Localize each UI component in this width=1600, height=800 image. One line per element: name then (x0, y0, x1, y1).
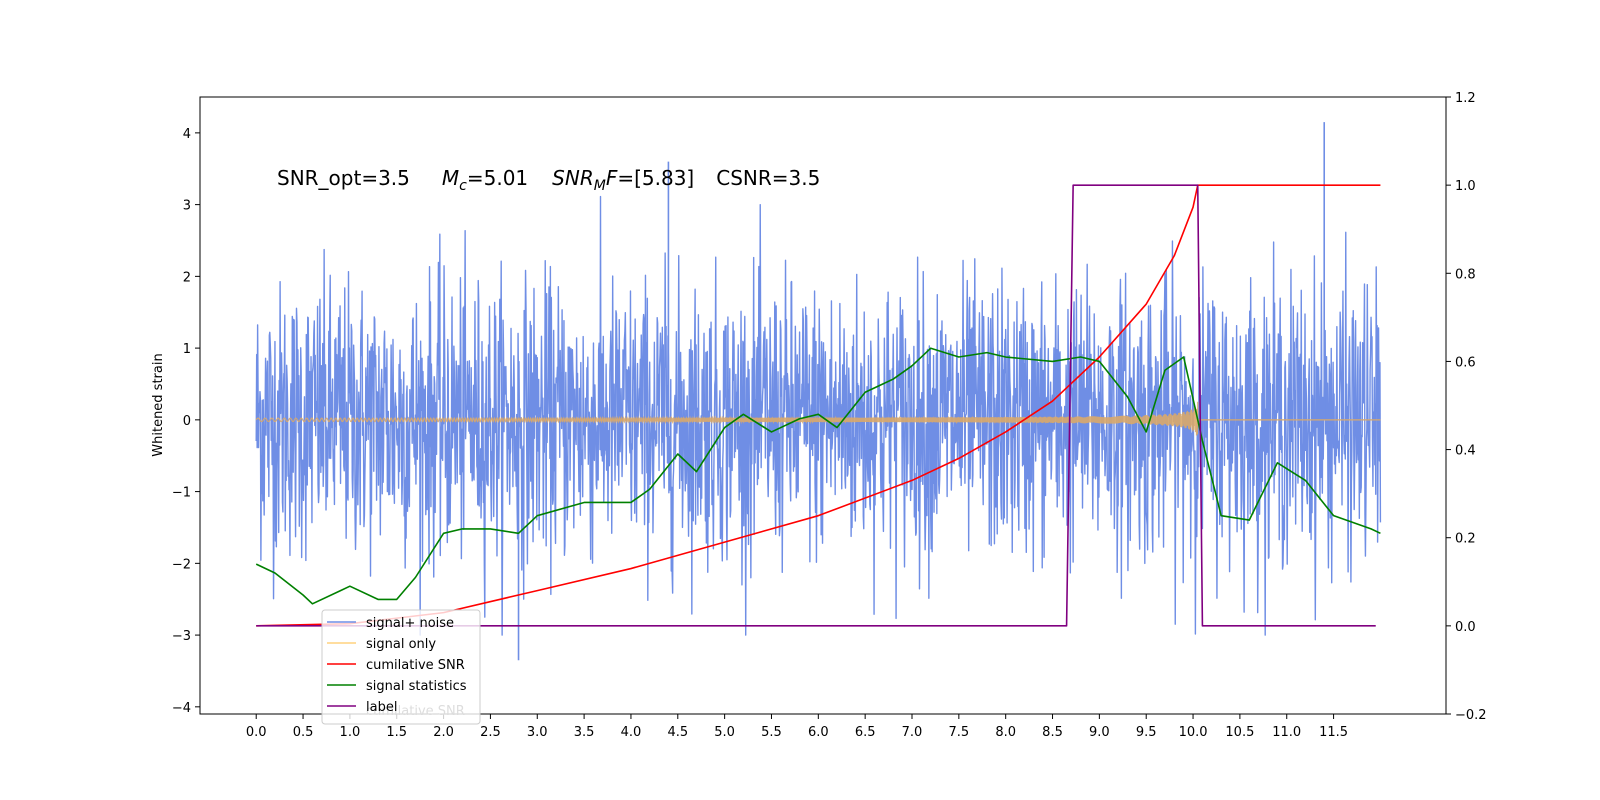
y-right-tick-label: 0.0 (1455, 620, 1476, 635)
annotation-segment: =5.01 (467, 166, 528, 190)
legend-label: label (366, 700, 397, 715)
y-left-tick-label: 1 (183, 342, 191, 357)
y-axis-left: 4 3 2 1 0 −1 −2 −3 −4 (172, 127, 200, 716)
x-tick-label: 3.5 (574, 725, 595, 740)
x-tick-label: 9.5 (1136, 725, 1157, 740)
x-tick-label: 0.0 (246, 725, 267, 740)
y-right-tick-label: 0.2 (1455, 532, 1476, 547)
x-tick-label: 10.0 (1179, 725, 1208, 740)
annotation-text: SNR_opt=3.5 Mc=5.01 SNRMF=[5.83] CSNR=3.5 (277, 166, 820, 194)
x-tick-label: 6.0 (808, 725, 829, 740)
annotation-segment: c (459, 178, 467, 194)
x-tick-label: 7.0 (902, 725, 923, 740)
y-right-tick-label: 1.2 (1455, 91, 1476, 106)
y-left-tick-label: −3 (172, 629, 191, 644)
legend-label: signal+ noise (366, 616, 454, 631)
y-left-tick-label: −2 (172, 557, 191, 572)
x-tick-label: 4.0 (621, 725, 642, 740)
x-tick-label: 3.0 (527, 725, 548, 740)
x-tick-label: 9.0 (1089, 725, 1110, 740)
y-right-tick-label: 0.6 (1455, 355, 1476, 370)
series-signal-only-line (255, 401, 1199, 436)
y-left-tick-label: −1 (172, 486, 191, 501)
y-left-tick-label: 3 (183, 199, 191, 214)
x-tick-label: 10.5 (1225, 725, 1254, 740)
annotation-segment: SNR_opt=3.5 (277, 166, 410, 190)
x-tick-label: 1.5 (386, 725, 407, 740)
x-tick-label: 5.5 (761, 725, 782, 740)
x-tick-label: 7.5 (948, 725, 969, 740)
x-tick-label: 2.5 (480, 725, 501, 740)
x-tick-label: 11.0 (1272, 725, 1301, 740)
x-tick-label: 8.0 (995, 725, 1016, 740)
series-signal-statistics-line (255, 347, 1381, 605)
legend-box (321, 609, 481, 725)
x-tick-label: 4.5 (667, 725, 688, 740)
plot-frame (199, 96, 1447, 715)
x-tick-label: 11.5 (1319, 725, 1348, 740)
series-cumulative-snr-line (256, 184, 1381, 627)
x-tick-label: 8.5 (1042, 725, 1063, 740)
plot-content (255, 122, 1382, 661)
x-tick-label: 1.0 (340, 725, 361, 740)
y-left-tick-label: 0 (183, 414, 191, 429)
annotation-segment: F (606, 166, 618, 190)
annotation-segment: M (442, 166, 459, 190)
x-tick-label: 2.0 (433, 725, 454, 740)
y-right-tick-label: 0.4 (1455, 444, 1476, 459)
x-tick-label: 6.5 (855, 725, 876, 740)
annotation-segment: CSNR=3.5 (716, 166, 820, 190)
x-axis: 0.0 0.5 1.0 1.5 2.0 2.5 3.0 3.5 4.0 4.5 5.0 5.5 6.0 6… (246, 714, 1348, 740)
x-tick-label: 5.0 (714, 725, 735, 740)
series-label-line (256, 184, 1376, 627)
series-signal-noise-line (255, 195, 1382, 636)
x-tick-label: 0.5 (293, 725, 314, 740)
y-right-tick-label: 0.8 (1455, 267, 1476, 282)
y-axis-left-label: Whitened strain (151, 353, 166, 456)
y-left-tick-label: 2 (183, 270, 191, 285)
series-group (255, 122, 1382, 661)
y-left-tick-label: −4 (172, 701, 191, 716)
legend-label: signal statistics (366, 679, 467, 694)
y-left-tick-label: 4 (183, 127, 191, 142)
annotation-segment: =[5.83] (617, 166, 694, 190)
y-right-tick-label: −0.2 (1455, 708, 1487, 723)
legend-ghost-text: cumilative SNR (366, 704, 465, 719)
legend: cumilative SNR signal+ noise signal only cu… (321, 609, 481, 725)
annotation-segment: SNR (552, 166, 594, 190)
y-axis-right: 1.2 1.0 0.8 0.6 0.4 0.2 0.0 −0.2 (1446, 91, 1487, 723)
annotation-segment: M (594, 178, 606, 194)
legend-label: signal only (366, 637, 436, 652)
y-right-tick-label: 1.0 (1455, 179, 1476, 194)
legend-label: cumilative SNR (366, 658, 465, 673)
